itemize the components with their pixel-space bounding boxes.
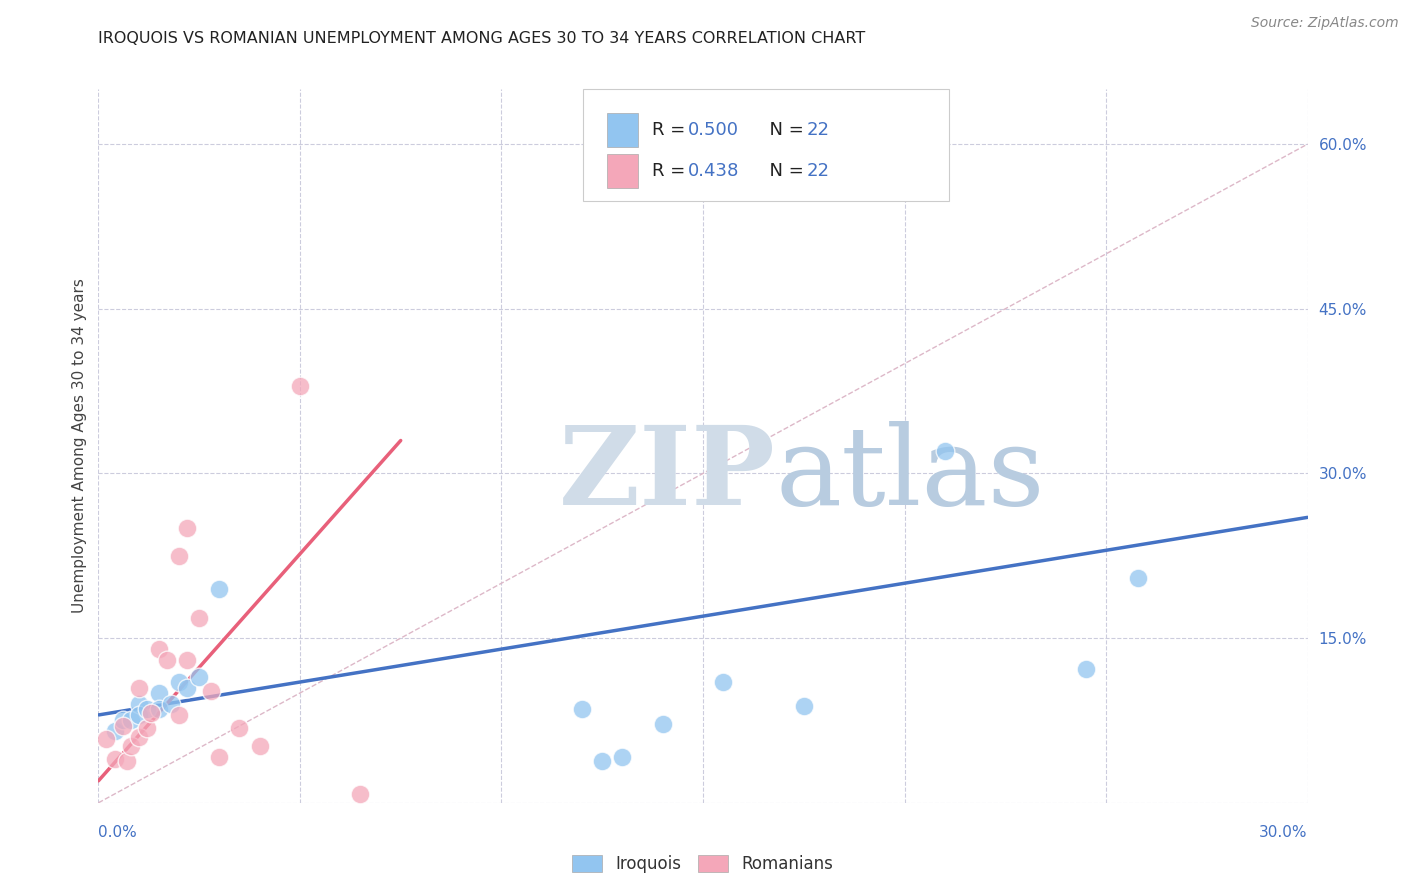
Point	[128, 697, 150, 711]
Point	[128, 708, 150, 723]
Point	[135, 721, 157, 735]
Point	[167, 675, 190, 690]
Text: R =: R =	[652, 120, 692, 138]
Point	[111, 714, 134, 728]
Point	[156, 653, 179, 667]
Point	[120, 714, 142, 728]
Point	[96, 732, 118, 747]
Text: N =: N =	[758, 161, 810, 179]
Point	[200, 683, 222, 698]
Point	[111, 719, 134, 733]
Point	[148, 642, 170, 657]
Text: ZIP: ZIP	[558, 421, 776, 528]
Point	[160, 697, 183, 711]
Point	[793, 699, 815, 714]
Y-axis label: Unemployment Among Ages 30 to 34 years: Unemployment Among Ages 30 to 34 years	[72, 278, 87, 614]
Text: 22: 22	[807, 120, 830, 138]
Point	[176, 653, 198, 667]
Point	[103, 752, 125, 766]
Point	[651, 716, 673, 731]
Point	[711, 675, 734, 690]
Point	[115, 754, 138, 768]
Point	[128, 730, 150, 744]
Text: atlas: atlas	[776, 421, 1045, 528]
Text: N =: N =	[758, 120, 810, 138]
Point	[128, 681, 150, 695]
Text: 0.0%: 0.0%	[98, 825, 138, 840]
Point	[188, 669, 211, 683]
Legend: Iroquois, Romanians: Iroquois, Romanians	[572, 855, 834, 873]
Point	[167, 549, 190, 563]
Point	[148, 686, 170, 700]
Point	[103, 724, 125, 739]
Point	[176, 681, 198, 695]
Point	[249, 739, 271, 753]
Text: R =: R =	[652, 161, 692, 179]
Point	[1074, 662, 1097, 676]
Point	[591, 754, 613, 768]
Point	[1128, 571, 1150, 585]
Text: 0.500: 0.500	[688, 120, 738, 138]
Point	[208, 582, 231, 596]
Text: 30.0%: 30.0%	[1260, 825, 1308, 840]
Text: IROQUOIS VS ROMANIAN UNEMPLOYMENT AMONG AGES 30 TO 34 YEARS CORRELATION CHART: IROQUOIS VS ROMANIAN UNEMPLOYMENT AMONG …	[98, 31, 866, 46]
Point	[571, 702, 593, 716]
Point	[288, 378, 311, 392]
Point	[208, 749, 231, 764]
Text: Source: ZipAtlas.com: Source: ZipAtlas.com	[1251, 16, 1399, 30]
Point	[176, 521, 198, 535]
Point	[349, 787, 371, 801]
Point	[612, 749, 634, 764]
Point	[148, 702, 170, 716]
Point	[188, 611, 211, 625]
Point	[934, 444, 956, 458]
Text: 0.438: 0.438	[688, 161, 740, 179]
Point	[167, 708, 190, 723]
Point	[120, 739, 142, 753]
Point	[135, 702, 157, 716]
Point	[139, 706, 162, 720]
Text: 22: 22	[807, 161, 830, 179]
Point	[228, 721, 250, 735]
